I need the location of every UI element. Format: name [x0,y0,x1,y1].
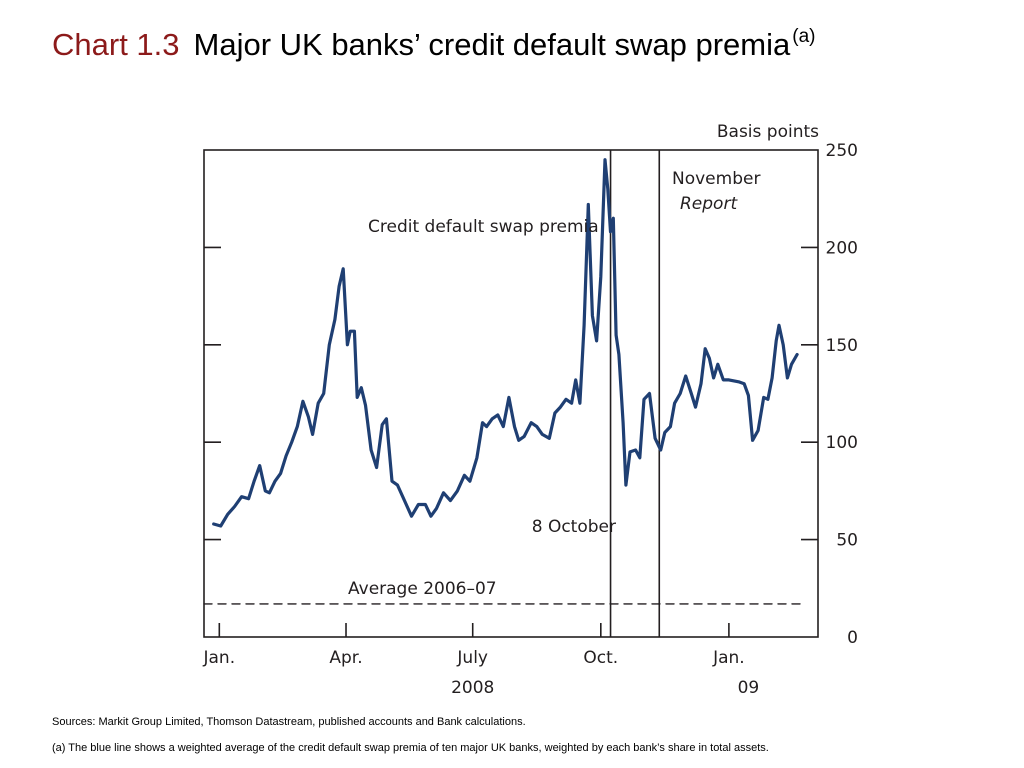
y-tick-label: 250 [826,141,858,161]
footnote-a: (a) The blue line shows a weighted avera… [52,742,769,754]
chart-title: Chart 1.3 Major UK banks’ credit default … [52,26,815,63]
plot-frame [203,149,819,638]
cds-premia-line [212,158,799,528]
annotation-labels: Credit default swap premia Average 2006–0… [348,169,760,599]
x-tick-label: July [456,648,488,668]
x-tick-label: Jan. [712,648,745,668]
y-axis-label: Basis points [717,122,819,142]
x-tick-label: Oct. [583,648,618,668]
event-label-report: Report [680,194,738,214]
year-labels: 2008 09 [451,678,759,698]
series-lines [203,158,802,605]
y-tick-label: 200 [826,238,858,258]
y-tick-label: 100 [826,433,858,453]
y-tick-label: 0 [847,628,858,648]
series-label-cds: Credit default swap premia [368,217,599,237]
x-tick-label: Apr. [329,648,362,668]
event-label-8-october: 8 October [532,517,616,537]
y-tick-label: 50 [836,531,858,551]
y-tick-label: 150 [826,336,858,356]
chart-title-text: Major UK banks’ credit default swap prem… [193,27,791,62]
sources-note: Sources: Markit Group Limited, Thomson D… [52,716,526,728]
chart-title-footnote-marker: (a) [792,26,816,47]
chart-number: Chart 1.3 [52,27,180,62]
year-label: 2008 [451,678,494,698]
event-label-november: November [672,169,760,189]
x-tick-labels: Jan. Apr. July Oct. Jan. [203,648,745,668]
year-label: 09 [738,678,760,698]
series-label-average: Average 2006–07 [348,579,497,599]
cds-line-chart: Basis points 0 50 100 150 200 250 Jan. Apr. Jul… [203,122,858,698]
axis-ticks [204,246,818,637]
y-tick-labels: 0 50 100 150 200 250 [826,141,858,648]
x-tick-label: Jan. [203,648,236,668]
event-lines [609,150,661,637]
